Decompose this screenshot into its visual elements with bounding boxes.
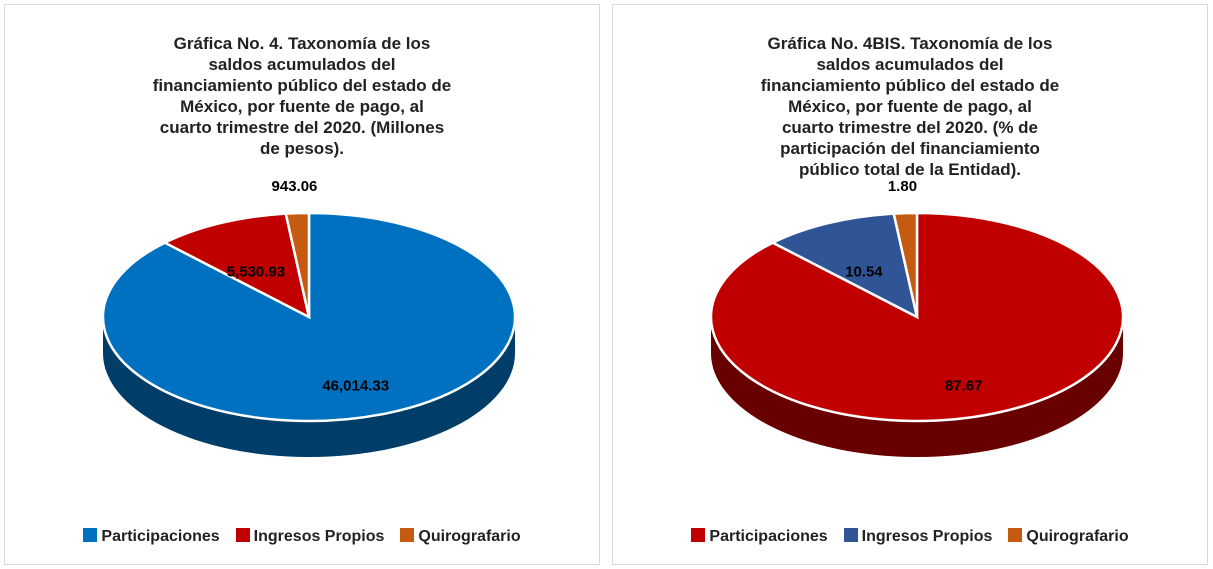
- legend-item: Ingresos Propios: [843, 528, 993, 546]
- legend-label: Quirografario: [1026, 528, 1129, 545]
- legend-swatch: [83, 528, 98, 542]
- legend-label: Participaciones: [709, 528, 828, 545]
- legend-swatch: [843, 528, 858, 542]
- chart-panel: Gráfica No. 4. Taxonomía de los saldos a…: [4, 4, 600, 565]
- pie-side-shade: [711, 317, 1123, 457]
- data-label: 1.80: [888, 178, 917, 195]
- pie-side-shade: [103, 317, 515, 457]
- chart: 46,014.33 5,530.93 943.06: [101, 178, 517, 457]
- pie-side: [711, 317, 1123, 457]
- chart-title: Gráfica No. 4. Taxonomía de los saldos a…: [152, 34, 452, 158]
- pie-slice: [162, 212, 311, 320]
- data-label: 5,530.93: [227, 264, 285, 281]
- pie-side: [103, 317, 515, 457]
- data-label: 87.67: [945, 378, 983, 395]
- legend-item: Quirografario: [1008, 528, 1129, 546]
- chart: 87.67 10.54 1.80: [709, 178, 1125, 457]
- data-label: 10.54: [845, 264, 883, 281]
- chart-title: Gráfica No. 4BIS. Taxonomía de los saldo…: [760, 34, 1060, 179]
- legend-item: Ingresos Propios: [235, 528, 385, 546]
- pie-slice: [892, 211, 919, 318]
- legend-swatch: [235, 528, 250, 542]
- legend-label: Participaciones: [101, 528, 220, 545]
- legend-swatch: [400, 528, 415, 542]
- legend-item: Quirografario: [400, 528, 521, 546]
- legend-item: Participaciones: [691, 528, 828, 546]
- pie-slice: [770, 212, 919, 320]
- chart-panel: Gráfica No. 4BIS. Taxonomía de los saldo…: [612, 4, 1208, 565]
- data-label: 46,014.33: [322, 378, 389, 395]
- legend-label: Quirografario: [418, 528, 521, 545]
- legend-swatch: [691, 528, 706, 542]
- legend-label: Ingresos Propios: [253, 528, 385, 545]
- legend-swatch: [1008, 528, 1023, 542]
- legend-item: Participaciones: [83, 528, 220, 546]
- legend-label: Ingresos Propios: [861, 528, 993, 545]
- data-label: 943.06: [272, 178, 318, 195]
- legend: Participaciones Ingresos Propios Quirograf…: [5, 528, 599, 546]
- legend: Participaciones Ingresos Propios Quirograf…: [613, 528, 1207, 546]
- pie-slice: [284, 211, 311, 318]
